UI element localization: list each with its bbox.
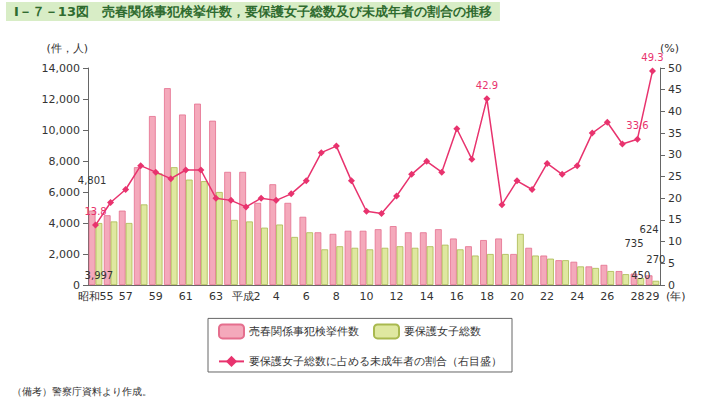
- svg-text:735: 735: [624, 238, 643, 249]
- svg-text:50: 50: [668, 62, 682, 75]
- svg-text:0: 0: [73, 278, 80, 292]
- svg-text:25: 25: [668, 170, 682, 183]
- svg-text:10: 10: [668, 235, 682, 248]
- svg-text:42.9: 42.9: [476, 80, 498, 91]
- svg-text:270: 270: [646, 254, 665, 265]
- svg-text:4,000: 4,000: [49, 217, 81, 230]
- svg-text:8: 8: [333, 290, 340, 303]
- svg-text:33.6: 33.6: [626, 120, 648, 131]
- svg-text:売春関係事犯検挙件数: 売春関係事犯検挙件数: [249, 325, 359, 338]
- svg-text:10: 10: [359, 290, 373, 303]
- svg-text:13.8: 13.8: [84, 206, 106, 217]
- svg-text:63: 63: [209, 290, 223, 303]
- svg-text:59: 59: [149, 290, 163, 303]
- svg-text:(件，人): (件，人): [46, 42, 88, 55]
- svg-text:624: 624: [640, 224, 659, 235]
- svg-text:45: 45: [668, 83, 682, 96]
- svg-text:4,801: 4,801: [78, 175, 107, 186]
- svg-text:5: 5: [668, 257, 675, 270]
- svg-text:49.3: 49.3: [641, 52, 663, 63]
- svg-text:4: 4: [273, 290, 280, 303]
- svg-text:(年): (年): [666, 290, 686, 303]
- svg-text:3,997: 3,997: [85, 270, 114, 281]
- svg-text:平成2: 平成2: [232, 290, 261, 303]
- svg-text:要保護女子総数: 要保護女子総数: [404, 325, 481, 338]
- svg-text:12,000: 12,000: [42, 93, 81, 106]
- svg-text:Ⅰ－７－13図 売春関係事犯検挙件数，要保護女子総数及び未成: Ⅰ－７－13図 売春関係事犯検挙件数，要保護女子総数及び未成年者の割合の推移: [14, 4, 492, 19]
- svg-text:57: 57: [119, 290, 133, 303]
- svg-text:16: 16: [450, 290, 464, 303]
- svg-text:10,000: 10,000: [42, 124, 81, 137]
- svg-text:22: 22: [540, 290, 554, 303]
- svg-text:14,000: 14,000: [42, 62, 81, 75]
- svg-text:61: 61: [179, 290, 193, 303]
- svg-text:14: 14: [420, 290, 434, 303]
- svg-text:6: 6: [303, 290, 310, 303]
- svg-text:40: 40: [668, 105, 682, 118]
- svg-text:15: 15: [668, 213, 682, 226]
- svg-text:（備考）警察庁資料より作成。: （備考）警察庁資料より作成。: [12, 386, 152, 397]
- svg-text:昭和55: 昭和55: [78, 290, 114, 303]
- svg-text:2,000: 2,000: [49, 248, 81, 261]
- svg-text:0: 0: [668, 279, 675, 292]
- svg-text:30: 30: [668, 148, 682, 161]
- svg-text:24: 24: [570, 290, 584, 303]
- svg-text:要保護女子総数に占める未成年者の割合（右目盛）: 要保護女子総数に占める未成年者の割合（右目盛）: [249, 355, 502, 368]
- svg-text:8,000: 8,000: [49, 155, 81, 168]
- svg-text:35: 35: [668, 127, 682, 140]
- svg-text:20: 20: [668, 192, 682, 205]
- svg-text:12: 12: [390, 290, 404, 303]
- svg-text:20: 20: [510, 290, 524, 303]
- svg-text:29: 29: [645, 290, 659, 303]
- svg-text:26: 26: [600, 290, 614, 303]
- svg-text:450: 450: [631, 270, 650, 281]
- svg-text:6,000: 6,000: [49, 186, 81, 199]
- svg-text:28: 28: [630, 290, 644, 303]
- svg-text:18: 18: [480, 290, 494, 303]
